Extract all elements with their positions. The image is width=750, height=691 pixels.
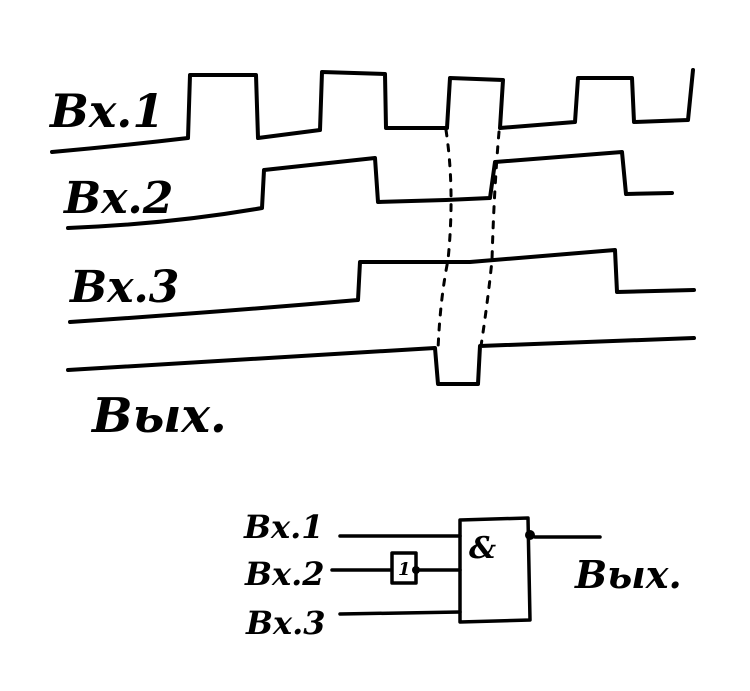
waveform-input-1 [50, 68, 695, 154]
waveform-input-2 [66, 150, 674, 230]
waveform-input-3 [68, 248, 696, 324]
inversion-bubble-delay [412, 566, 420, 574]
label-input-3: Вх.3 [68, 262, 179, 313]
output-inversion-bubble [525, 530, 535, 540]
waveform-output [66, 336, 696, 386]
label-input-1: Вх.1 [48, 84, 164, 138]
schematic-label-output: Вых. [574, 552, 682, 597]
label-output: Вых. [90, 388, 227, 444]
and-gate: & [458, 516, 535, 624]
wire-input-3 [338, 610, 462, 616]
label-input-2: Вх.2 [62, 173, 173, 224]
logic-schematic: Вх.1 Вх.2 Вх.3 1 & Вых. [243, 508, 682, 642]
delay-element-symbol: 1 [398, 559, 411, 580]
and-gate-symbol: & [469, 531, 496, 566]
timing-diagram: Вх.1 Вх.2 Вх.3 Вых. [48, 68, 696, 444]
projection-line-right [479, 130, 501, 348]
projection-line-left [436, 128, 453, 352]
and-gate-body [458, 516, 532, 624]
schematic-label-input-3: Вх.3 [245, 604, 326, 642]
schematic-label-input-2: Вх.2 [244, 555, 325, 593]
schematic-label-input-1: Вх.1 [243, 508, 324, 546]
delay-element: 1 [390, 551, 420, 585]
